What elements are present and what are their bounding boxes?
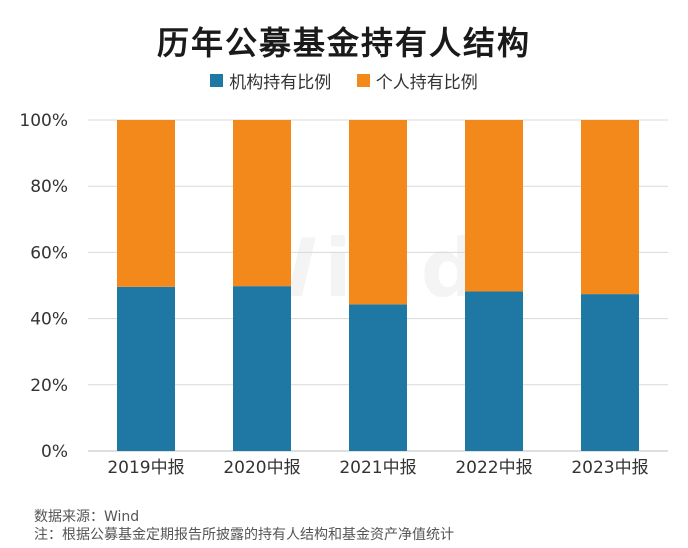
- bar-institution: [233, 286, 291, 451]
- legend: 机构持有比例 个人持有比例: [0, 68, 688, 93]
- legend-label-individual: 个人持有比例: [375, 73, 478, 93]
- bar-institution: [117, 286, 175, 451]
- y-tick-label: 80%: [30, 177, 68, 197]
- x-tick-label: 2021中报: [339, 458, 416, 478]
- chart-title: 历年公募基金持有人结构: [156, 24, 531, 62]
- bar-individual: [465, 120, 523, 292]
- data-source: 数据来源：Wind: [34, 509, 140, 525]
- bar-individual: [117, 120, 175, 287]
- x-tick-label: 2022中报: [455, 458, 532, 478]
- bar-institution: [465, 291, 523, 451]
- bar-individual: [233, 120, 291, 287]
- legend-item-institution: 机构持有比例: [210, 68, 331, 93]
- bar-institution: [581, 294, 639, 451]
- legend-item-individual: 个人持有比例: [356, 68, 478, 93]
- bar-individual: [581, 120, 639, 295]
- x-tick-label: 2020中报: [223, 458, 300, 478]
- legend-swatch-institution: [210, 74, 224, 87]
- legend-label-institution: 机构持有比例: [229, 73, 332, 93]
- x-tick-label: 2023中报: [571, 458, 648, 478]
- y-tick-label: 100%: [19, 111, 68, 131]
- legend-swatch-individual: [356, 74, 370, 87]
- y-tick-label: 60%: [30, 243, 68, 263]
- bar-individual: [349, 120, 407, 305]
- footnote: 注：根据公募基金定期报告所披露的持有人结构和基金资产净值统计: [34, 527, 454, 543]
- x-tick-label: 2019中报: [107, 458, 184, 478]
- y-tick-label: 20%: [30, 376, 68, 396]
- y-tick-label: 40%: [30, 310, 68, 330]
- y-tick-label: 0%: [41, 442, 68, 462]
- bar-institution: [349, 304, 407, 451]
